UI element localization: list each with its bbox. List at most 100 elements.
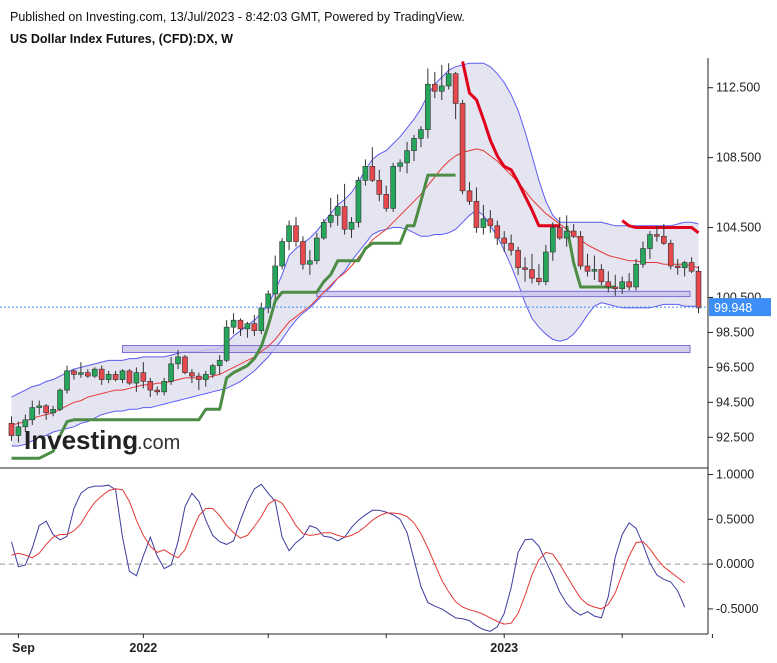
candle-body bbox=[22, 419, 29, 428]
candle-body bbox=[515, 249, 521, 269]
candle-body bbox=[202, 374, 209, 380]
candle-body bbox=[480, 218, 487, 228]
candle-body bbox=[293, 225, 299, 242]
bollinger-upper-line bbox=[11, 62, 699, 398]
candle-body bbox=[189, 372, 195, 377]
candle-body bbox=[272, 265, 278, 295]
candle-body bbox=[258, 307, 265, 331]
candle-body bbox=[466, 190, 473, 202]
candle-body bbox=[8, 423, 15, 436]
candle-body bbox=[383, 194, 390, 209]
candle-body bbox=[300, 241, 306, 265]
y-tick-label: 98.500 bbox=[716, 325, 754, 339]
candle-body bbox=[85, 372, 91, 377]
candle-body bbox=[543, 251, 549, 283]
axes: 92.50094.50096.50098.500100.500104.50010… bbox=[0, 58, 771, 655]
candle-body bbox=[529, 269, 535, 279]
candle-body bbox=[362, 166, 369, 181]
candle-body bbox=[216, 360, 223, 366]
candle-body bbox=[418, 129, 424, 139]
candle-body bbox=[647, 234, 653, 249]
candle-body bbox=[681, 262, 688, 269]
candle-body bbox=[279, 241, 285, 267]
candle-body bbox=[390, 166, 396, 209]
oscillator-plot bbox=[0, 483, 708, 632]
y-tick-label: 94.500 bbox=[716, 395, 754, 409]
osc-y-tick-label: 1.0000 bbox=[716, 467, 754, 481]
x-tick-label: 2022 bbox=[129, 641, 157, 655]
candle-body bbox=[29, 407, 36, 421]
candle-body bbox=[265, 293, 272, 309]
candle-body bbox=[348, 221, 355, 230]
candle-body bbox=[133, 372, 140, 384]
candle-body bbox=[119, 370, 126, 380]
candle-body bbox=[522, 267, 528, 270]
y-tick-label: 96.500 bbox=[716, 360, 754, 374]
candle-body bbox=[549, 227, 556, 253]
x-tick-label: 2023 bbox=[490, 641, 518, 655]
candle-body bbox=[251, 323, 258, 331]
candle-body bbox=[105, 374, 112, 380]
last-price-label: 99.948 bbox=[714, 301, 752, 315]
candle-body bbox=[432, 83, 438, 92]
chart-title: US Dollar Index Futures, (CFD):DX, W bbox=[10, 32, 233, 46]
y-tick-label: 104.500 bbox=[716, 221, 761, 235]
last-price-tag bbox=[709, 298, 771, 317]
candle-body bbox=[404, 150, 410, 164]
oscillator-d-line bbox=[11, 488, 686, 625]
candle-body bbox=[445, 73, 452, 87]
x-tick-label: Sep bbox=[12, 641, 35, 655]
candle-body bbox=[494, 225, 501, 239]
candle-body bbox=[334, 206, 341, 216]
candle-body bbox=[126, 370, 133, 384]
candle-body bbox=[452, 73, 459, 104]
support-zone bbox=[122, 345, 691, 354]
candle-body bbox=[307, 260, 313, 265]
candle-body bbox=[577, 235, 584, 267]
candle-body bbox=[626, 281, 632, 288]
candle-body bbox=[369, 166, 376, 181]
candle-body bbox=[196, 375, 202, 380]
candle-body bbox=[237, 319, 244, 330]
candle-body bbox=[43, 405, 49, 414]
candle-body bbox=[182, 356, 188, 373]
candle-body bbox=[667, 242, 674, 267]
candle-body bbox=[286, 225, 292, 242]
osc-y-tick-label: 0.5000 bbox=[716, 512, 754, 526]
candle-body bbox=[154, 389, 161, 393]
candle-body bbox=[314, 237, 320, 262]
candle-body bbox=[147, 381, 154, 391]
candle-body bbox=[244, 323, 251, 330]
supertrend-up-line bbox=[11, 173, 456, 460]
watermark-suffix: .com bbox=[137, 432, 180, 454]
candle-body bbox=[459, 103, 466, 192]
candle-body bbox=[501, 237, 508, 244]
candle-body bbox=[112, 374, 119, 380]
bollinger-band-fill bbox=[11, 63, 699, 446]
candle-body bbox=[487, 218, 494, 227]
main-price-plot bbox=[8, 61, 702, 460]
published-caption: Published on Investing.com, 13/Jul/2023 … bbox=[10, 10, 465, 24]
watermark-brand: Investing bbox=[24, 425, 138, 455]
candle-body bbox=[57, 389, 63, 410]
candle-body bbox=[175, 356, 181, 365]
candle-body bbox=[425, 83, 431, 130]
candle-body bbox=[411, 138, 417, 151]
candle-body bbox=[98, 368, 105, 380]
candle-body bbox=[50, 409, 56, 414]
candle-body bbox=[563, 230, 570, 239]
candle-body bbox=[223, 326, 230, 361]
investing-watermark: Investing .com bbox=[24, 425, 180, 455]
candle-body bbox=[508, 242, 514, 251]
supertrend-down-line bbox=[461, 61, 560, 228]
osc-y-tick-label: -0.5000 bbox=[716, 602, 758, 616]
resistance-zone bbox=[316, 290, 691, 298]
candle-body bbox=[355, 180, 362, 223]
candle-body bbox=[633, 263, 639, 288]
candle-body bbox=[161, 381, 167, 393]
candle-body bbox=[36, 405, 43, 408]
y-tick-label: 112.500 bbox=[716, 81, 760, 95]
osc-y-tick-label: 0.0000 bbox=[716, 557, 754, 571]
candle-body bbox=[64, 370, 70, 391]
